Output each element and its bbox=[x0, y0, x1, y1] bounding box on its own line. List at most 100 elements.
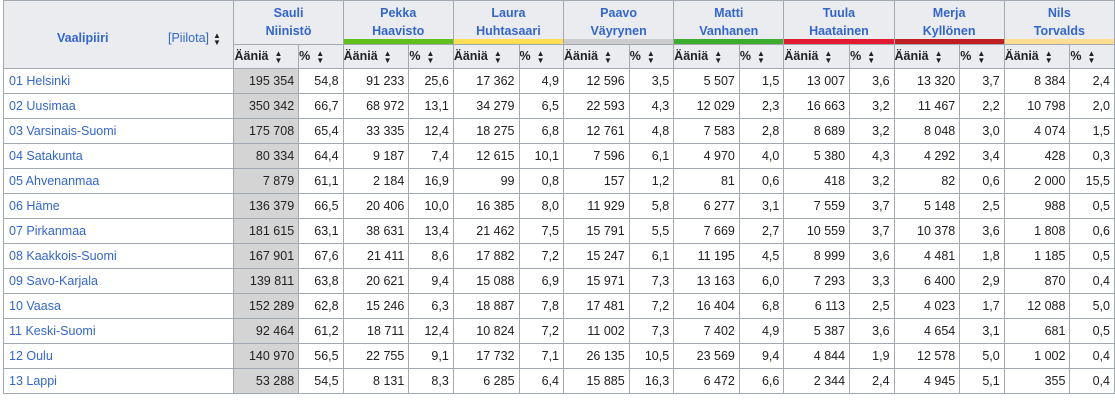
hide-link[interactable]: [Piilota] bbox=[168, 31, 209, 45]
votes-column-header[interactable]: Ääniä ▲ ▼ bbox=[1003, 44, 1071, 69]
percent-cell: 3,1 bbox=[959, 318, 1005, 344]
region-column-header[interactable]: Vaalipiiri [Piilota] ▲ ▼ bbox=[2, 0, 235, 69]
sort-icon[interactable]: ▲ ▼ bbox=[824, 48, 833, 65]
region-link[interactable]: 06 Häme bbox=[2, 193, 235, 219]
percent-cell: 4,9 bbox=[738, 318, 785, 344]
votes-column-header[interactable]: Ääniä ▲ ▼ bbox=[673, 44, 740, 69]
votes-cell: 82 bbox=[893, 168, 961, 194]
candidate-first-name[interactable]: Paavo bbox=[600, 6, 637, 20]
region-link[interactable]: 07 Pirkanmaa bbox=[2, 218, 235, 244]
percent-cell: 7,2 bbox=[628, 293, 675, 319]
candidate-last-name[interactable]: Torvalds bbox=[1033, 24, 1085, 38]
sort-icon[interactable]: ▲ ▼ bbox=[646, 48, 655, 65]
sort-icon[interactable]: ▲ ▼ bbox=[604, 48, 612, 65]
candidate-last-name[interactable]: Haatainen bbox=[809, 24, 869, 38]
percent-column-header[interactable]: % ▲ ▼ bbox=[408, 44, 454, 69]
candidate-first-name[interactable]: Matti bbox=[714, 6, 744, 20]
candidate-header[interactable]: Laura Huhtasaari bbox=[452, 0, 565, 45]
candidate-first-name[interactable]: Merja bbox=[932, 6, 966, 20]
votes-cell: 428 bbox=[1003, 143, 1071, 169]
percent-cell: 54,5 bbox=[298, 368, 344, 394]
candidate-last-name[interactable]: Haavisto bbox=[372, 24, 425, 38]
hide-toggle[interactable]: [Piilota] ▲ ▼ bbox=[168, 31, 221, 46]
candidate-first-name[interactable]: Sauli bbox=[273, 6, 304, 20]
votes-cell: 18 887 bbox=[452, 293, 520, 319]
sort-icon[interactable]: ▲ ▼ bbox=[426, 48, 435, 65]
candidate-last-name[interactable]: Huhtasaari bbox=[476, 24, 541, 38]
candidate-last-name[interactable]: Väyrynen bbox=[590, 24, 647, 38]
sort-icon[interactable]: ▲ ▼ bbox=[977, 48, 986, 65]
votes-header-label: Ääniä bbox=[1004, 49, 1039, 64]
candidate-first-name[interactable]: Laura bbox=[491, 6, 526, 20]
region-link[interactable]: 01 Helsinki bbox=[2, 68, 235, 94]
percent-cell: 4,5 bbox=[738, 243, 785, 269]
percent-cell: 9,4 bbox=[408, 268, 454, 294]
table-row: 08 Kaakkois-Suomi 167 901 67,6 21 411 8,6 17 … bbox=[2, 243, 1115, 269]
votes-cell: 2 184 bbox=[342, 168, 410, 194]
sort-icon[interactable]: ▲ ▼ bbox=[867, 48, 876, 65]
votes-column-header[interactable]: Ääniä ▲ ▼ bbox=[342, 44, 410, 69]
percent-column-header[interactable]: % ▲ ▼ bbox=[738, 44, 785, 69]
percent-cell: 66,7 bbox=[298, 93, 344, 119]
region-link[interactable]: 04 Satakunta bbox=[2, 143, 235, 169]
candidate-last-name[interactable]: Niinistö bbox=[265, 24, 312, 38]
percent-column-header[interactable]: % ▲ ▼ bbox=[298, 44, 344, 69]
region-link[interactable]: 10 Vaasa bbox=[2, 293, 235, 319]
table-row: 11 Keski-Suomi 92 464 61,2 18 711 12,4 10 824… bbox=[2, 318, 1115, 344]
votes-column-header[interactable]: Ääniä ▲ ▼ bbox=[893, 44, 961, 69]
candidate-first-name[interactable]: Nils bbox=[1047, 6, 1071, 20]
sort-icon[interactable]: ▲ ▼ bbox=[1087, 48, 1096, 65]
candidate-last-name[interactable]: Kyllönen bbox=[922, 24, 976, 38]
votes-column-header[interactable]: Ääniä ▲ ▼ bbox=[233, 44, 300, 69]
sort-icon[interactable]: ▲ ▼ bbox=[536, 48, 545, 65]
votes-cell: 140 970 bbox=[233, 343, 300, 369]
votes-column-header[interactable]: Ääniä ▲ ▼ bbox=[452, 44, 520, 69]
sort-icon[interactable]: ▲ ▼ bbox=[274, 48, 283, 65]
candidate-first-name[interactable]: Pekka bbox=[380, 6, 417, 20]
votes-cell: 11 467 bbox=[893, 93, 961, 119]
sort-icon[interactable]: ▲ ▼ bbox=[213, 30, 221, 47]
candidate-header[interactable]: Matti Vanhanen bbox=[673, 0, 785, 45]
candidate-header[interactable]: Tuula Haatainen bbox=[783, 0, 895, 45]
percent-cell: 10,0 bbox=[408, 193, 454, 219]
percent-column-header[interactable]: % ▲ ▼ bbox=[1069, 44, 1115, 69]
percent-column-header[interactable]: % ▲ ▼ bbox=[518, 44, 565, 69]
region-link[interactable]: 08 Kaakkois-Suomi bbox=[2, 243, 235, 269]
percent-column-header[interactable]: % ▲ ▼ bbox=[628, 44, 675, 69]
candidate-header[interactable]: Nils Torvalds bbox=[1003, 0, 1115, 45]
sort-icon[interactable]: ▲ ▼ bbox=[316, 48, 325, 65]
sort-icon[interactable]: ▲ ▼ bbox=[934, 48, 943, 65]
votes-cell: 16 385 bbox=[452, 193, 520, 219]
candidate-header[interactable]: Merja Kyllönen bbox=[893, 0, 1005, 45]
table-row: 13 Lappi 53 288 54,5 8 131 8,3 6 285 6,4 15 885… bbox=[2, 368, 1115, 394]
votes-cell: 4 074 bbox=[1003, 118, 1071, 144]
candidate-last-name[interactable]: Vanhanen bbox=[699, 24, 759, 38]
votes-cell: 6 285 bbox=[452, 368, 520, 394]
region-link[interactable]: 02 Uusimaa bbox=[2, 93, 235, 119]
percent-cell: 2,8 bbox=[738, 118, 785, 144]
region-link[interactable]: 09 Savo-Karjala bbox=[2, 268, 235, 294]
percent-cell: 0,8 bbox=[518, 168, 565, 194]
votes-cell: 4 292 bbox=[893, 143, 961, 169]
percent-column-header[interactable]: % ▲ ▼ bbox=[959, 44, 1005, 69]
votes-column-header[interactable]: Ääniä ▲ ▼ bbox=[563, 44, 630, 69]
votes-column-header[interactable]: Ääniä ▲ ▼ bbox=[783, 44, 851, 69]
sort-icon[interactable]: ▲ ▼ bbox=[714, 48, 723, 65]
sort-icon[interactable]: ▲ ▼ bbox=[757, 48, 765, 65]
sort-icon[interactable]: ▲ ▼ bbox=[493, 48, 502, 65]
region-link[interactable]: 12 Oulu bbox=[2, 343, 235, 369]
percent-column-header[interactable]: % ▲ ▼ bbox=[849, 44, 895, 69]
candidate-first-name[interactable]: Tuula bbox=[822, 6, 856, 20]
region-link[interactable]: 11 Keski-Suomi bbox=[2, 318, 235, 344]
votes-header-label: Ääniä bbox=[453, 49, 488, 64]
sort-icon[interactable]: ▲ ▼ bbox=[383, 48, 392, 65]
votes-cell: 157 bbox=[563, 168, 630, 194]
region-link[interactable]: 03 Varsinais-Suomi bbox=[2, 118, 235, 144]
sort-icon[interactable]: ▲ ▼ bbox=[1044, 48, 1053, 65]
candidate-header[interactable]: Sauli Niinistö bbox=[233, 0, 344, 45]
candidate-header[interactable]: Pekka Haavisto bbox=[342, 0, 454, 45]
region-link[interactable]: 13 Lappi bbox=[2, 368, 235, 394]
region-link[interactable]: 05 Ahvenanmaa bbox=[2, 168, 235, 194]
candidate-header[interactable]: Paavo Väyrynen bbox=[562, 0, 675, 45]
votes-cell: 12 088 bbox=[1003, 293, 1071, 319]
